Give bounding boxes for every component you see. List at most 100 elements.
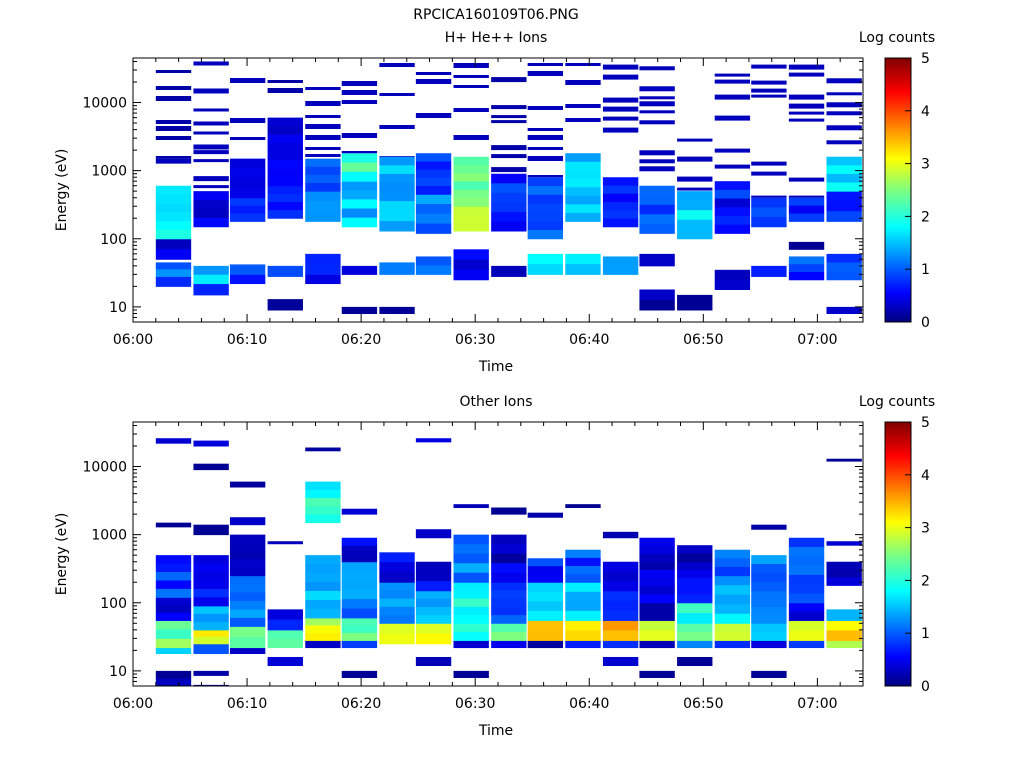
panel-other-ions: Other Ions Log counts 06:00 06:10 06:20 06:… xyxy=(54,394,935,739)
heatmap-cell xyxy=(379,201,415,212)
heatmap-cell xyxy=(639,214,675,225)
heatmap-cell xyxy=(155,597,192,606)
heatmap-cell xyxy=(751,80,787,85)
heatmap-cell xyxy=(788,630,825,641)
heatmap-cell xyxy=(229,647,266,654)
heatmap-cell xyxy=(788,94,825,100)
x-tick-label: 06:40 xyxy=(569,332,609,348)
heatmap-cell xyxy=(714,558,751,568)
heatmap-cell xyxy=(751,615,787,624)
heatmap-cell xyxy=(305,632,341,641)
heatmap-cell xyxy=(639,195,675,206)
heatmap-cell xyxy=(714,623,751,633)
heatmap-cell xyxy=(565,178,601,188)
heatmap-cell xyxy=(305,154,341,158)
heatmap-cell xyxy=(677,578,713,587)
heatmap-cell xyxy=(155,572,192,581)
heatmap-cell xyxy=(267,629,303,640)
heatmap-cell xyxy=(639,96,675,100)
heatmap-cell xyxy=(527,229,564,240)
heatmap-cell xyxy=(565,212,601,222)
heatmap-cell xyxy=(714,207,751,217)
heatmap-cell xyxy=(267,168,303,178)
heatmap-cell xyxy=(527,582,564,593)
heatmap-cell xyxy=(229,168,266,179)
heatmap-cell xyxy=(527,620,564,631)
heatmap-cell xyxy=(155,629,192,639)
y-axis-label: Energy (eV) xyxy=(54,149,70,232)
heatmap-cell xyxy=(527,177,564,187)
heatmap-cell xyxy=(788,640,825,649)
heatmap-cell xyxy=(155,678,192,687)
heatmap-cell xyxy=(527,574,564,583)
heatmap-cell xyxy=(193,159,229,163)
heatmap-cell xyxy=(527,512,564,518)
heatmap-cell xyxy=(155,238,192,250)
heatmap-cell xyxy=(788,205,825,214)
heatmap-cell xyxy=(491,590,527,600)
heatmap-cell xyxy=(751,607,787,616)
heatmap-cell xyxy=(453,544,489,555)
heatmap-cell xyxy=(267,80,303,84)
heatmap-cell xyxy=(155,125,192,131)
heatmap-cell xyxy=(229,137,266,141)
x-tick-label: 06:00 xyxy=(113,696,153,712)
heatmap-cell xyxy=(305,573,341,583)
heatmap-cell xyxy=(453,606,489,616)
heatmap-cell xyxy=(565,118,601,123)
heatmap-cell xyxy=(379,93,415,97)
heatmap-cell xyxy=(341,537,378,547)
heatmap-cell xyxy=(155,262,192,270)
heatmap-cell xyxy=(826,577,862,586)
heatmap-cell xyxy=(155,620,192,630)
heatmap-cell xyxy=(491,615,527,624)
heatmap-cell xyxy=(453,534,489,545)
heatmap-cell xyxy=(751,581,787,592)
heatmap-cell xyxy=(602,210,639,220)
heatmap-cell xyxy=(788,195,825,198)
heatmap-cell xyxy=(714,640,751,649)
heatmap-cell xyxy=(415,581,452,592)
heatmap-cell xyxy=(193,121,229,126)
heatmap-cell xyxy=(491,183,527,194)
colorbar-tick-label: 2 xyxy=(921,209,930,225)
heatmap-cell xyxy=(341,580,378,591)
heatmap-cell xyxy=(379,125,415,130)
heatmap-cell xyxy=(826,92,862,96)
heatmap-cell xyxy=(527,264,564,275)
heatmap-cell xyxy=(341,306,378,314)
heatmap-cell xyxy=(714,148,751,153)
heatmap-cell xyxy=(565,640,601,649)
heatmap-cell xyxy=(677,594,713,604)
heatmap-cell xyxy=(229,274,266,285)
heatmap-cell xyxy=(602,116,639,121)
heatmap-cell xyxy=(155,85,192,90)
heatmap-cell xyxy=(751,217,787,228)
heatmap-cell xyxy=(491,553,527,564)
y-tick-label: 10000 xyxy=(82,460,127,476)
heatmap-cell xyxy=(453,156,489,166)
heatmap-cell xyxy=(305,174,341,184)
heatmap-cell xyxy=(415,213,452,225)
heatmap-cell xyxy=(602,640,639,649)
heatmap-cell xyxy=(341,181,378,191)
heatmap-cell xyxy=(714,115,751,121)
heatmap-cell xyxy=(602,106,639,112)
heatmap-cell xyxy=(565,153,601,163)
heatmap-cell xyxy=(639,101,675,107)
heatmap-cell xyxy=(415,223,452,234)
heatmap-cell xyxy=(229,617,266,627)
heatmap-cell xyxy=(379,606,415,616)
heatmap-cell xyxy=(193,605,229,615)
heatmap-cell xyxy=(491,265,527,277)
heatmap-cell xyxy=(491,105,527,110)
heatmap-cell xyxy=(826,253,862,264)
heatmap-cell xyxy=(193,463,229,471)
heatmap-cell xyxy=(379,211,415,222)
heatmap-cell xyxy=(788,593,825,604)
heatmap-cell xyxy=(415,265,452,275)
heatmap-cell xyxy=(714,189,751,200)
heatmap-cell xyxy=(305,87,341,91)
heatmap-cell xyxy=(341,545,378,555)
